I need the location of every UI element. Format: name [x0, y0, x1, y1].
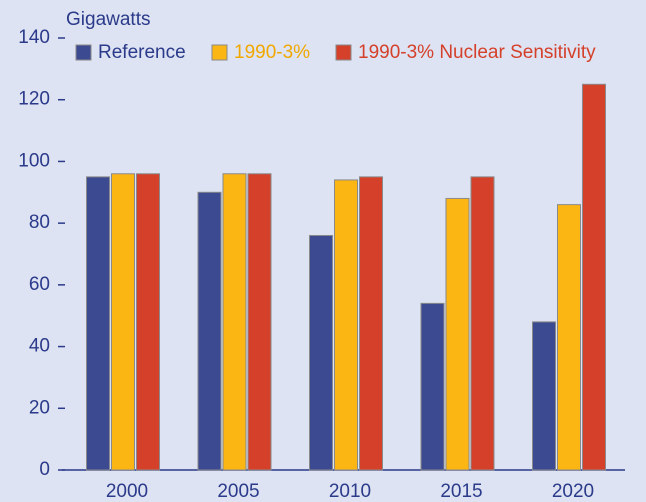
- bar: [86, 176, 110, 471]
- bar: [445, 197, 470, 471]
- bar: [222, 173, 247, 471]
- bar: [334, 179, 358, 471]
- legend-swatch: [75, 44, 92, 61]
- y-tick-label: 100: [18, 150, 50, 171]
- legend-label: 1990-3%: [234, 42, 310, 63]
- legend-swatch: [211, 44, 228, 61]
- y-tick-label: 140: [18, 27, 50, 48]
- bar: [359, 176, 383, 471]
- legend-label: Reference: [98, 42, 186, 63]
- y-tick-label: 20: [29, 397, 50, 418]
- x-tick-label: 2000: [106, 481, 148, 502]
- bar: [197, 191, 222, 471]
- legend-label: 1990-3% Nuclear Sensitivity: [358, 42, 596, 63]
- bar: [420, 302, 445, 471]
- bar: [557, 204, 581, 471]
- x-tick-label: 2005: [217, 481, 259, 502]
- y-tick-label: 60: [29, 274, 50, 295]
- y-tick-label: 120: [18, 89, 50, 110]
- bar: [582, 83, 606, 471]
- bar: [136, 173, 160, 471]
- bar: [247, 173, 272, 471]
- x-tick-label: 2015: [440, 481, 482, 502]
- y-axis-label: Gigawatts: [66, 9, 150, 30]
- y-tick-label: 80: [29, 212, 50, 233]
- x-tick-label: 2010: [329, 481, 371, 502]
- legend-swatch: [335, 44, 352, 61]
- bar: [532, 321, 556, 471]
- bar: [111, 173, 135, 471]
- bar: [309, 234, 333, 471]
- y-tick-label: 0: [39, 459, 50, 480]
- y-tick-label: 40: [29, 336, 50, 357]
- x-tick-label: 2020: [552, 481, 594, 502]
- bar: [470, 176, 495, 471]
